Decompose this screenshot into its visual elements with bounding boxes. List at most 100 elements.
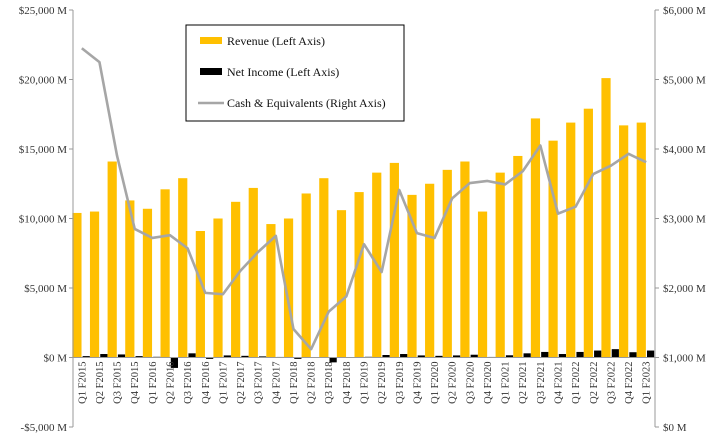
revenue-bar-q3-f2022 xyxy=(601,78,611,358)
net-income-bar-q2-f2020 xyxy=(452,355,461,358)
category-label-q3-f2015: Q3 F2015 xyxy=(113,362,124,404)
net-income-bar-q3-f2015 xyxy=(117,354,126,358)
net-income-bar-q1-f2023 xyxy=(646,350,655,358)
revenue-bar-q2-f2021 xyxy=(513,155,523,358)
revenue-bar-q4-f2019 xyxy=(407,194,417,358)
category-label-q2-f2015: Q2 F2015 xyxy=(95,362,106,404)
revenue-bar-q4-f2018 xyxy=(336,210,347,358)
net-income-bar-q2-f2015 xyxy=(100,354,108,358)
net-income-bar-q1-f2022 xyxy=(576,351,584,358)
left-tick-label: $25,000 M xyxy=(19,5,68,17)
left-tick-label: -$5,000 M xyxy=(21,422,68,434)
category-label-q1-f2020: Q1 F2020 xyxy=(430,362,441,404)
revenue-bar-q4-f2020 xyxy=(477,211,488,358)
legend-label-net-income-left-axis: Net Income (Left Axis) xyxy=(227,65,339,79)
category-label-q1-f2015: Q1 F2015 xyxy=(77,362,88,404)
left-tick-label: $10,000 M xyxy=(19,214,68,226)
category-label-q1-f2019: Q1 F2019 xyxy=(360,362,371,404)
legend-label-cash-equivalents-right-axis: Cash & Equivalents (Right Axis) xyxy=(227,96,386,110)
revenue-bar-q3-f2018 xyxy=(319,178,329,358)
net-income-bar-q3-f2022 xyxy=(611,349,619,358)
left-tick-label: $15,000 M xyxy=(19,144,68,156)
right-tick-label: $0 M xyxy=(663,422,687,434)
revenue-bar-q1-f2018 xyxy=(283,218,294,358)
category-label-q2-f2022: Q2 F2022 xyxy=(589,362,600,404)
net-income-bar-q3-f2020 xyxy=(470,354,478,358)
category-label-q3-f2016: Q3 F2016 xyxy=(183,362,194,404)
net-income-bar-q2-f2017 xyxy=(241,355,249,358)
revenue-bar-q4-f2017 xyxy=(266,224,276,358)
revenue-bar-q1-f2022 xyxy=(566,122,576,358)
left-tick-label: $5,000 M xyxy=(24,283,67,295)
right-tick-label: $4,000 M xyxy=(663,144,706,156)
category-label-q1-f2018: Q1 F2018 xyxy=(289,362,300,404)
revenue-bar-q4-f2021 xyxy=(548,140,558,358)
net-income-bar-q1-f2015 xyxy=(82,356,90,358)
category-label-q1-f2022: Q1 F2022 xyxy=(571,362,582,404)
legend-label-revenue-left-axis: Revenue (Left Axis) xyxy=(227,34,325,48)
category-label-q4-f2020: Q4 F2020 xyxy=(483,362,494,404)
revenue-bar-q4-f2015 xyxy=(125,200,135,358)
revenue-bar-q1-f2021 xyxy=(495,172,505,358)
revenue-bar-q2-f2018 xyxy=(301,193,311,358)
legend-box xyxy=(185,24,405,122)
category-label-q4-f2021: Q4 F2021 xyxy=(554,362,565,404)
category-label-q3-f2017: Q3 F2017 xyxy=(254,362,265,404)
right-tick-label: $2,000 M xyxy=(663,283,706,295)
net-income-bar-q4-f2021 xyxy=(558,354,566,358)
revenue-bar-q3-f2019 xyxy=(389,162,399,358)
category-label-q2-f2019: Q2 F2019 xyxy=(377,362,388,404)
category-label-q4-f2016: Q4 F2016 xyxy=(201,362,212,404)
right-tick-label: $6,000 M xyxy=(663,5,706,17)
revenue-bar-q2-f2022 xyxy=(583,108,593,358)
revenue-bar-q2-f2016 xyxy=(160,189,170,358)
cash-line-layer xyxy=(81,47,647,351)
left-tick-label: $20,000 M xyxy=(19,75,68,87)
revenue-bar-q1-f2023 xyxy=(636,122,646,358)
revenue-bar-q1-f2019 xyxy=(354,192,364,358)
revenue-bars xyxy=(72,78,646,358)
axes: -$5,000 M $0 M $5,000 M $10,000 M $15,000 M $… xyxy=(19,5,706,434)
revenue-bar-q3-f2020 xyxy=(460,161,470,358)
left-tick-label: $0 M xyxy=(43,353,67,365)
category-label-q2-f2018: Q2 F2018 xyxy=(307,362,318,404)
category-label-q4-f2017: Q4 F2017 xyxy=(271,362,282,404)
revenue-bar-q4-f2022 xyxy=(619,125,629,358)
revenue-bar-q3-f2016 xyxy=(178,178,188,358)
net-income-bar-q2-f2021 xyxy=(523,353,531,358)
category-label-q3-f2018: Q3 F2018 xyxy=(324,362,335,404)
net-income-bar-q3-f2021 xyxy=(541,351,549,358)
right-tick-label: $1,000 M xyxy=(663,353,706,365)
net-income-bar-q3-f2016 xyxy=(188,353,196,358)
category-label-q3-f2021: Q3 F2021 xyxy=(536,362,547,404)
net-income-bar-q3-f2019 xyxy=(400,354,408,358)
category-label-q3-f2020: Q3 F2020 xyxy=(465,362,476,404)
legend: Revenue (Left Axis) Net Income (Left Axis… xyxy=(185,24,405,122)
revenue-bar-q3-f2021 xyxy=(530,118,541,358)
category-label-q2-f2021: Q2 F2021 xyxy=(518,362,529,404)
net-income-bar-q2-f2016 xyxy=(170,357,178,368)
legend-swatch-net-income-left-axis xyxy=(200,68,222,75)
revenue-bar-q2-f2015 xyxy=(89,211,100,358)
net-income-bar-q4-f2019 xyxy=(417,355,425,358)
net-income-bar-q1-f2021 xyxy=(505,355,514,358)
revenue-bar-q2-f2020 xyxy=(442,169,452,358)
net-income-bar-q4-f2015 xyxy=(135,356,143,358)
net-income-bar-q1-f2017 xyxy=(223,355,231,358)
net-income-bar-q1-f2018 xyxy=(294,357,302,359)
revenue-bar-q1-f2017 xyxy=(213,218,223,358)
revenue-bar-q1-f2015 xyxy=(72,212,82,358)
legend-swatch-revenue-left-axis xyxy=(200,37,222,44)
category-label-q2-f2020: Q2 F2020 xyxy=(448,362,459,404)
category-label-q4-f2022: Q4 F2022 xyxy=(624,362,635,404)
revenue-bar-q3-f2015 xyxy=(107,161,117,358)
revenue-bar-q1-f2020 xyxy=(425,183,435,358)
revenue-bar-q2-f2017 xyxy=(231,201,241,358)
category-label-q3-f2022: Q3 F2022 xyxy=(606,362,617,404)
category-label-q4-f2019: Q4 F2019 xyxy=(412,362,423,404)
net-income-bar-q3-f2017 xyxy=(258,356,267,358)
category-label-q1-f2023: Q1 F2023 xyxy=(642,362,653,404)
net-income-bar-q2-f2022 xyxy=(594,350,602,358)
net-income-bar-q2-f2019 xyxy=(382,355,390,358)
